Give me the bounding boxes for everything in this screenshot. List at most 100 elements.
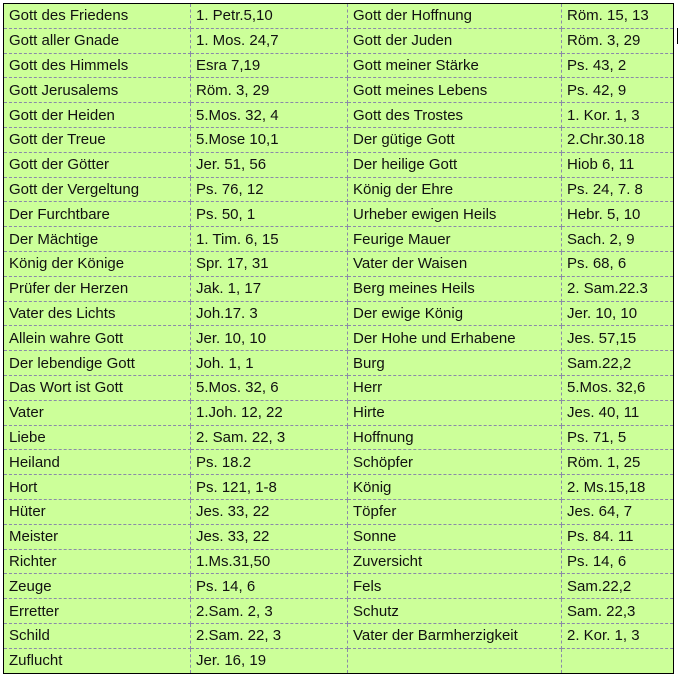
name-cell[interactable]: Gott des Trostes: [347, 102, 562, 128]
reference-cell[interactable]: 2. Ms.15,18: [561, 474, 674, 500]
reference-cell[interactable]: Ps. 18.2: [190, 449, 348, 476]
name-cell[interactable]: Gott der Vergeltung: [3, 176, 191, 203]
name-cell[interactable]: Liebe: [3, 424, 191, 451]
name-cell[interactable]: Feurige Mauer: [347, 226, 562, 252]
name-cell[interactable]: Allein wahre Gott: [3, 325, 191, 352]
reference-cell[interactable]: 5.Mose 10,1: [190, 126, 348, 153]
name-cell[interactable]: Gott der Juden: [347, 27, 562, 54]
reference-cell[interactable]: Ps. 14, 6: [190, 573, 348, 600]
name-cell[interactable]: Vater der Barmherzigkeit: [347, 622, 562, 649]
reference-cell[interactable]: 2.Chr.30.18: [561, 126, 674, 153]
name-cell[interactable]: Hort: [3, 474, 191, 500]
reference-cell[interactable]: 1. Petr.5,10: [190, 3, 348, 29]
name-cell[interactable]: Hüter: [3, 498, 191, 525]
name-cell[interactable]: Der Furchtbare: [3, 201, 191, 228]
name-cell[interactable]: Zuversicht: [347, 548, 562, 575]
reference-cell[interactable]: Ps. 71, 5: [561, 424, 674, 451]
reference-cell[interactable]: Ps. 121, 1-8: [190, 474, 348, 500]
reference-cell[interactable]: Sach. 2, 9: [561, 226, 674, 252]
reference-cell[interactable]: Ps. 68, 6: [561, 250, 674, 277]
reference-cell[interactable]: Joh. 1, 1: [190, 350, 348, 376]
name-cell[interactable]: Zeuge: [3, 573, 191, 600]
name-cell[interactable]: Erretter: [3, 598, 191, 624]
name-cell[interactable]: Gott Jerusalems: [3, 77, 191, 104]
reference-cell[interactable]: Ps. 24, 7. 8: [561, 176, 674, 203]
name-cell[interactable]: Gott meiner Stärke: [347, 52, 562, 79]
reference-cell[interactable]: Hiob 6, 11: [561, 151, 674, 178]
name-cell[interactable]: Sonne: [347, 523, 562, 550]
name-cell[interactable]: Vater: [3, 399, 191, 426]
name-cell[interactable]: Der lebendige Gott: [3, 350, 191, 376]
reference-cell[interactable]: Jes. 64, 7: [561, 498, 674, 525]
name-cell[interactable]: Der Mächtige: [3, 226, 191, 252]
reference-cell[interactable]: 2. Sam. 22, 3: [190, 424, 348, 451]
reference-cell[interactable]: 5.Mos. 32, 6: [190, 374, 348, 401]
name-cell[interactable]: Der gütige Gott: [347, 126, 562, 153]
name-cell[interactable]: König: [347, 474, 562, 500]
reference-cell[interactable]: Ps. 84. 11: [561, 523, 674, 550]
name-cell[interactable]: Gott der Heiden: [3, 102, 191, 128]
name-cell[interactable]: Meister: [3, 523, 191, 550]
reference-cell[interactable]: Jes. 33, 22: [190, 523, 348, 550]
reference-cell[interactable]: 1. Kor. 1, 3: [561, 102, 674, 128]
reference-cell[interactable]: Röm. 3, 29: [561, 27, 674, 54]
name-cell[interactable]: König der Ehre: [347, 176, 562, 203]
reference-cell[interactable]: Sam.22,2: [561, 350, 674, 376]
name-cell[interactable]: Schöpfer: [347, 449, 562, 476]
reference-cell[interactable]: Jes. 40, 11: [561, 399, 674, 426]
reference-cell[interactable]: Ps. 76, 12: [190, 176, 348, 203]
name-cell[interactable]: Heiland: [3, 449, 191, 476]
reference-cell[interactable]: 1.Joh. 12, 22: [190, 399, 348, 426]
name-cell[interactable]: Gott meines Lebens: [347, 77, 562, 104]
name-cell[interactable]: Der ewige König: [347, 300, 562, 327]
reference-cell[interactable]: Ps. 42, 9: [561, 77, 674, 104]
reference-cell[interactable]: Jer. 51, 56: [190, 151, 348, 178]
name-cell[interactable]: Gott aller Gnade: [3, 27, 191, 54]
name-cell[interactable]: Gott der Treue: [3, 126, 191, 153]
name-cell[interactable]: Der heilige Gott: [347, 151, 562, 178]
reference-cell[interactable]: Spr. 17, 31: [190, 250, 348, 277]
name-cell[interactable]: Der Hohe und Erhabene: [347, 325, 562, 352]
name-cell[interactable]: Richter: [3, 548, 191, 575]
reference-cell[interactable]: Esra 7,19: [190, 52, 348, 79]
name-cell[interactable]: Herr: [347, 374, 562, 401]
reference-cell[interactable]: Jer. 10, 10: [561, 300, 674, 327]
reference-cell[interactable]: Jer. 10, 10: [190, 325, 348, 352]
name-cell[interactable]: Schild: [3, 622, 191, 649]
reference-cell[interactable]: 2. Sam.22.3: [561, 275, 674, 302]
reference-cell[interactable]: 1. Mos. 24,7: [190, 27, 348, 54]
reference-cell[interactable]: Jes. 57,15: [561, 325, 674, 352]
reference-cell[interactable]: 5.Mos. 32, 4: [190, 102, 348, 128]
name-cell[interactable]: Gott des Himmels: [3, 52, 191, 79]
reference-cell[interactable]: Sam. 22,3: [561, 598, 674, 624]
reference-cell[interactable]: 2. Kor. 1, 3: [561, 622, 674, 649]
name-cell[interactable]: Prüfer der Herzen: [3, 275, 191, 302]
reference-cell[interactable]: Joh.17. 3: [190, 300, 348, 327]
reference-cell[interactable]: 1.Ms.31,50: [190, 548, 348, 575]
name-cell[interactable]: Burg: [347, 350, 562, 376]
name-cell[interactable]: Das Wort ist Gott: [3, 374, 191, 401]
name-cell[interactable]: König der Könige: [3, 250, 191, 277]
reference-cell[interactable]: Röm. 3, 29: [190, 77, 348, 104]
reference-cell[interactable]: Röm. 15, 13: [561, 3, 674, 29]
name-cell[interactable]: Gott der Hoffnung: [347, 3, 562, 29]
name-cell[interactable]: Berg meines Heils: [347, 275, 562, 302]
name-cell[interactable]: Gott der Götter: [3, 151, 191, 178]
name-cell[interactable]: Schutz: [347, 598, 562, 624]
name-cell[interactable]: Hoffnung: [347, 424, 562, 451]
reference-cell[interactable]: Jak. 1, 17: [190, 275, 348, 302]
reference-cell[interactable]: Ps. 14, 6: [561, 548, 674, 575]
name-cell[interactable]: Urheber ewigen Heils: [347, 201, 562, 228]
reference-cell[interactable]: Ps. 43, 2: [561, 52, 674, 79]
name-cell[interactable]: Töpfer: [347, 498, 562, 525]
name-cell[interactable]: Gott des Friedens: [3, 3, 191, 29]
reference-cell[interactable]: 5.Mos. 32,6: [561, 374, 674, 401]
reference-cell[interactable]: 1. Tim. 6, 15: [190, 226, 348, 252]
reference-cell[interactable]: Röm. 1, 25: [561, 449, 674, 476]
reference-cell[interactable]: Ps. 50, 1: [190, 201, 348, 228]
name-cell[interactable]: Fels: [347, 573, 562, 600]
reference-cell[interactable]: 2.Sam. 2, 3: [190, 598, 348, 624]
reference-cell[interactable]: Hebr. 5, 10: [561, 201, 674, 228]
name-cell[interactable]: Vater des Lichts: [3, 300, 191, 327]
name-cell[interactable]: Hirte: [347, 399, 562, 426]
